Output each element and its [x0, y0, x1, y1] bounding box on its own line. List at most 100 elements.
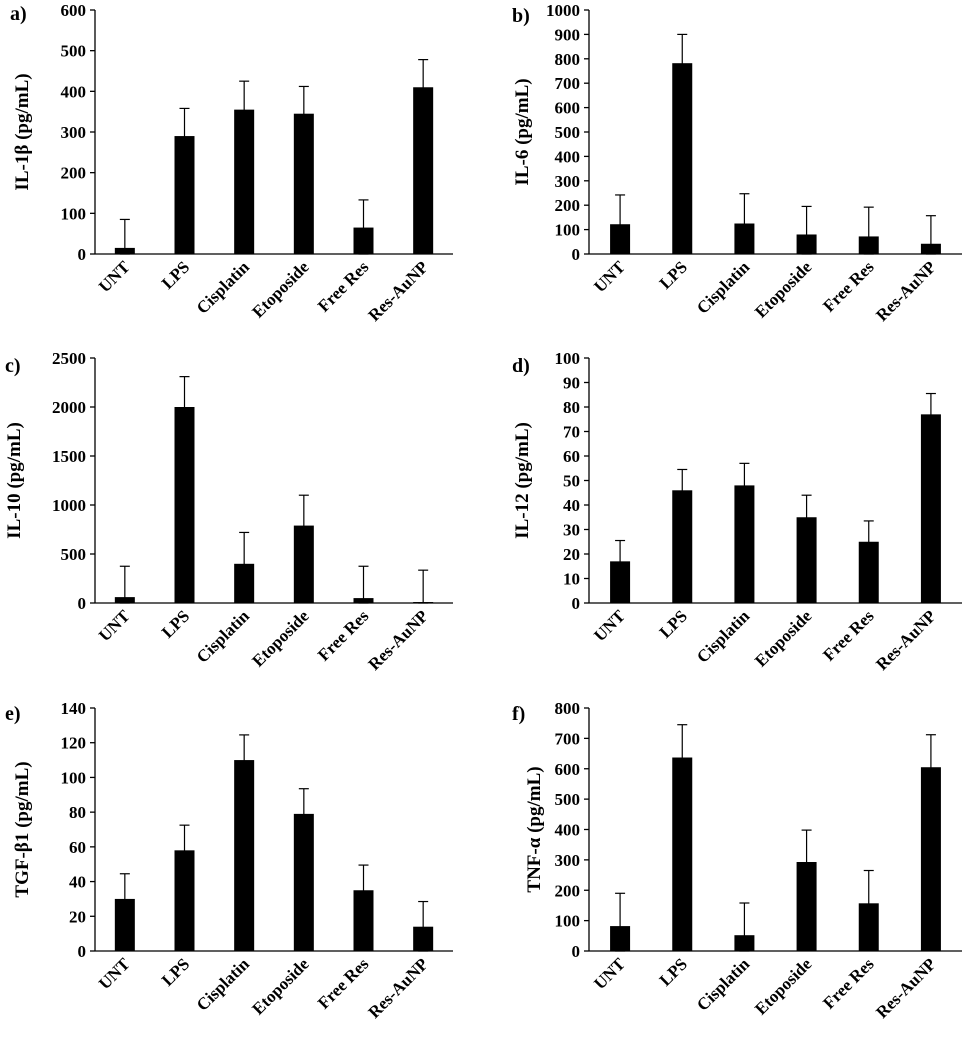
panel-label: c)	[5, 355, 21, 377]
bar-lps	[672, 757, 693, 951]
x-tick-label: LPS	[656, 606, 691, 641]
y-tick-label: 600	[555, 760, 581, 779]
x-tick-label: Res-AuNP	[364, 954, 432, 1022]
y-tick-label: 200	[555, 881, 581, 900]
bar-lps	[672, 490, 693, 603]
y-axis-title: IL-6 (pg/mL)	[512, 78, 533, 185]
x-tick-label: UNT	[95, 257, 134, 296]
x-tick-label: LPS	[158, 606, 193, 641]
x-tick-label: Etoposide	[751, 257, 816, 322]
y-tick-label: 700	[555, 74, 581, 93]
y-tick-label: 500	[61, 42, 87, 61]
y-tick-label: 80	[69, 803, 86, 822]
chart-panel-4: 0 10 20 30 40 50 60 70 80 90 100 d) IL-12 (pg/mL) UNT…	[512, 349, 962, 674]
x-tick-label: Res-AuNP	[364, 257, 432, 325]
y-tick-label: 0	[572, 245, 581, 264]
bar-free-res	[858, 541, 879, 603]
y-tick-label: 0	[572, 594, 581, 613]
y-tick-label: 400	[61, 82, 87, 101]
x-tick-label: Res-AuNP	[872, 257, 940, 325]
x-tick-label: UNT	[590, 954, 629, 993]
x-tick-label: Etoposide	[751, 606, 816, 671]
y-tick-label: 0	[78, 245, 87, 264]
y-axis-title: IL-10 (pg/mL)	[4, 422, 25, 539]
y-tick-label: 2500	[52, 349, 86, 368]
y-tick-label: 500	[555, 123, 581, 142]
chart-panel-6: 0 100 200 300 400 500 600 700 800 f) TNF-α (pg/mL)…	[512, 699, 962, 1022]
x-tick-label: UNT	[590, 257, 629, 296]
chart-panel-5: 0 20 40 60 80 100 120 140 e) TGF-β1 (pg/mL) UNT LPS…	[5, 699, 453, 1022]
y-tick-label: 10	[563, 570, 580, 589]
y-tick-label: 800	[555, 50, 581, 69]
y-tick-label: 100	[61, 204, 87, 223]
x-tick-label: Cisplatin	[693, 257, 754, 318]
x-tick-label: Cisplatin	[693, 606, 754, 667]
x-tick-label: LPS	[158, 257, 193, 292]
y-tick-label: 0	[78, 942, 87, 961]
y-tick-label: 500	[555, 790, 581, 809]
x-tick-label: Free Res	[314, 257, 373, 316]
y-tick-label: 0	[78, 594, 87, 613]
y-tick-label: 60	[563, 447, 580, 466]
y-tick-label: 60	[69, 838, 86, 857]
y-tick-label: 300	[61, 123, 87, 142]
x-tick-label: LPS	[158, 954, 193, 989]
y-tick-label: 120	[61, 734, 87, 753]
y-tick-label: 500	[61, 545, 87, 564]
y-tick-label: 2000	[52, 398, 86, 417]
bar-cisplatin	[234, 760, 255, 951]
x-tick-label: LPS	[656, 954, 691, 989]
bar-lps	[672, 63, 693, 254]
y-tick-label: 200	[61, 164, 87, 183]
y-tick-label: 800	[555, 699, 581, 718]
y-tick-label: 20	[563, 545, 580, 564]
panel-label: d)	[512, 355, 530, 377]
y-tick-label: 1000	[52, 496, 86, 515]
y-tick-label: 30	[563, 521, 580, 540]
y-tick-label: 70	[563, 423, 580, 442]
x-tick-label: Free Res	[314, 954, 373, 1013]
x-tick-label: Free Res	[314, 606, 373, 665]
y-tick-label: 700	[555, 729, 581, 748]
y-tick-label: 90	[563, 374, 580, 393]
y-tick-label: 100	[555, 349, 581, 368]
bar-res-aunp	[413, 87, 434, 255]
x-tick-label: LPS	[656, 257, 691, 292]
x-tick-label: Cisplatin	[193, 954, 254, 1015]
bar-cisplatin	[734, 485, 755, 603]
y-tick-label: 0	[572, 942, 581, 961]
x-tick-label: UNT	[95, 606, 134, 645]
chart-panel-3: 0 500 1000 1500 2000 2500 c) IL-10 (pg/mL) UNT LP…	[4, 349, 453, 674]
bar-res-aunp	[920, 414, 941, 603]
y-tick-label: 140	[61, 699, 87, 718]
chart-panel-2: 0 100 200 300 400 500 600 700 800 900 1000 b) IL-6 (…	[512, 1, 962, 325]
x-tick-label: Etoposide	[751, 954, 816, 1019]
y-tick-label: 1500	[52, 447, 86, 466]
x-tick-label: Res-AuNP	[364, 606, 432, 674]
x-tick-label: Etoposide	[248, 257, 313, 322]
y-axis-title: TNF-α (pg/mL)	[524, 766, 545, 892]
x-tick-label: UNT	[590, 606, 629, 645]
y-tick-label: 400	[555, 147, 581, 166]
bar-etoposide	[293, 525, 314, 603]
y-axis-title: TGF-β1 (pg/mL)	[12, 761, 33, 897]
x-tick-label: Etoposide	[248, 954, 313, 1019]
panel-label: f)	[512, 703, 525, 725]
x-tick-label: Free Res	[819, 257, 878, 316]
y-tick-label: 40	[563, 496, 580, 515]
panel-label: b)	[512, 5, 530, 27]
y-axis-title: IL-12 (pg/mL)	[512, 422, 533, 539]
bar-lps	[174, 407, 195, 603]
y-tick-label: 1000	[546, 1, 580, 20]
y-axis-title: IL-1β (pg/mL)	[12, 73, 33, 190]
y-tick-label: 200	[555, 196, 581, 215]
chart-panel-1: 0 100 200 300 400 500 600 a) IL-1β (pg/mL) UNT LPS…	[10, 1, 453, 325]
x-tick-label: Res-AuNP	[872, 606, 940, 674]
y-tick-label: 400	[555, 821, 581, 840]
y-tick-label: 20	[69, 907, 86, 926]
x-tick-label: Cisplatin	[193, 606, 254, 667]
bar-unt	[114, 898, 135, 951]
y-tick-label: 300	[555, 851, 581, 870]
y-tick-label: 300	[555, 172, 581, 191]
bar-etoposide	[796, 862, 817, 951]
